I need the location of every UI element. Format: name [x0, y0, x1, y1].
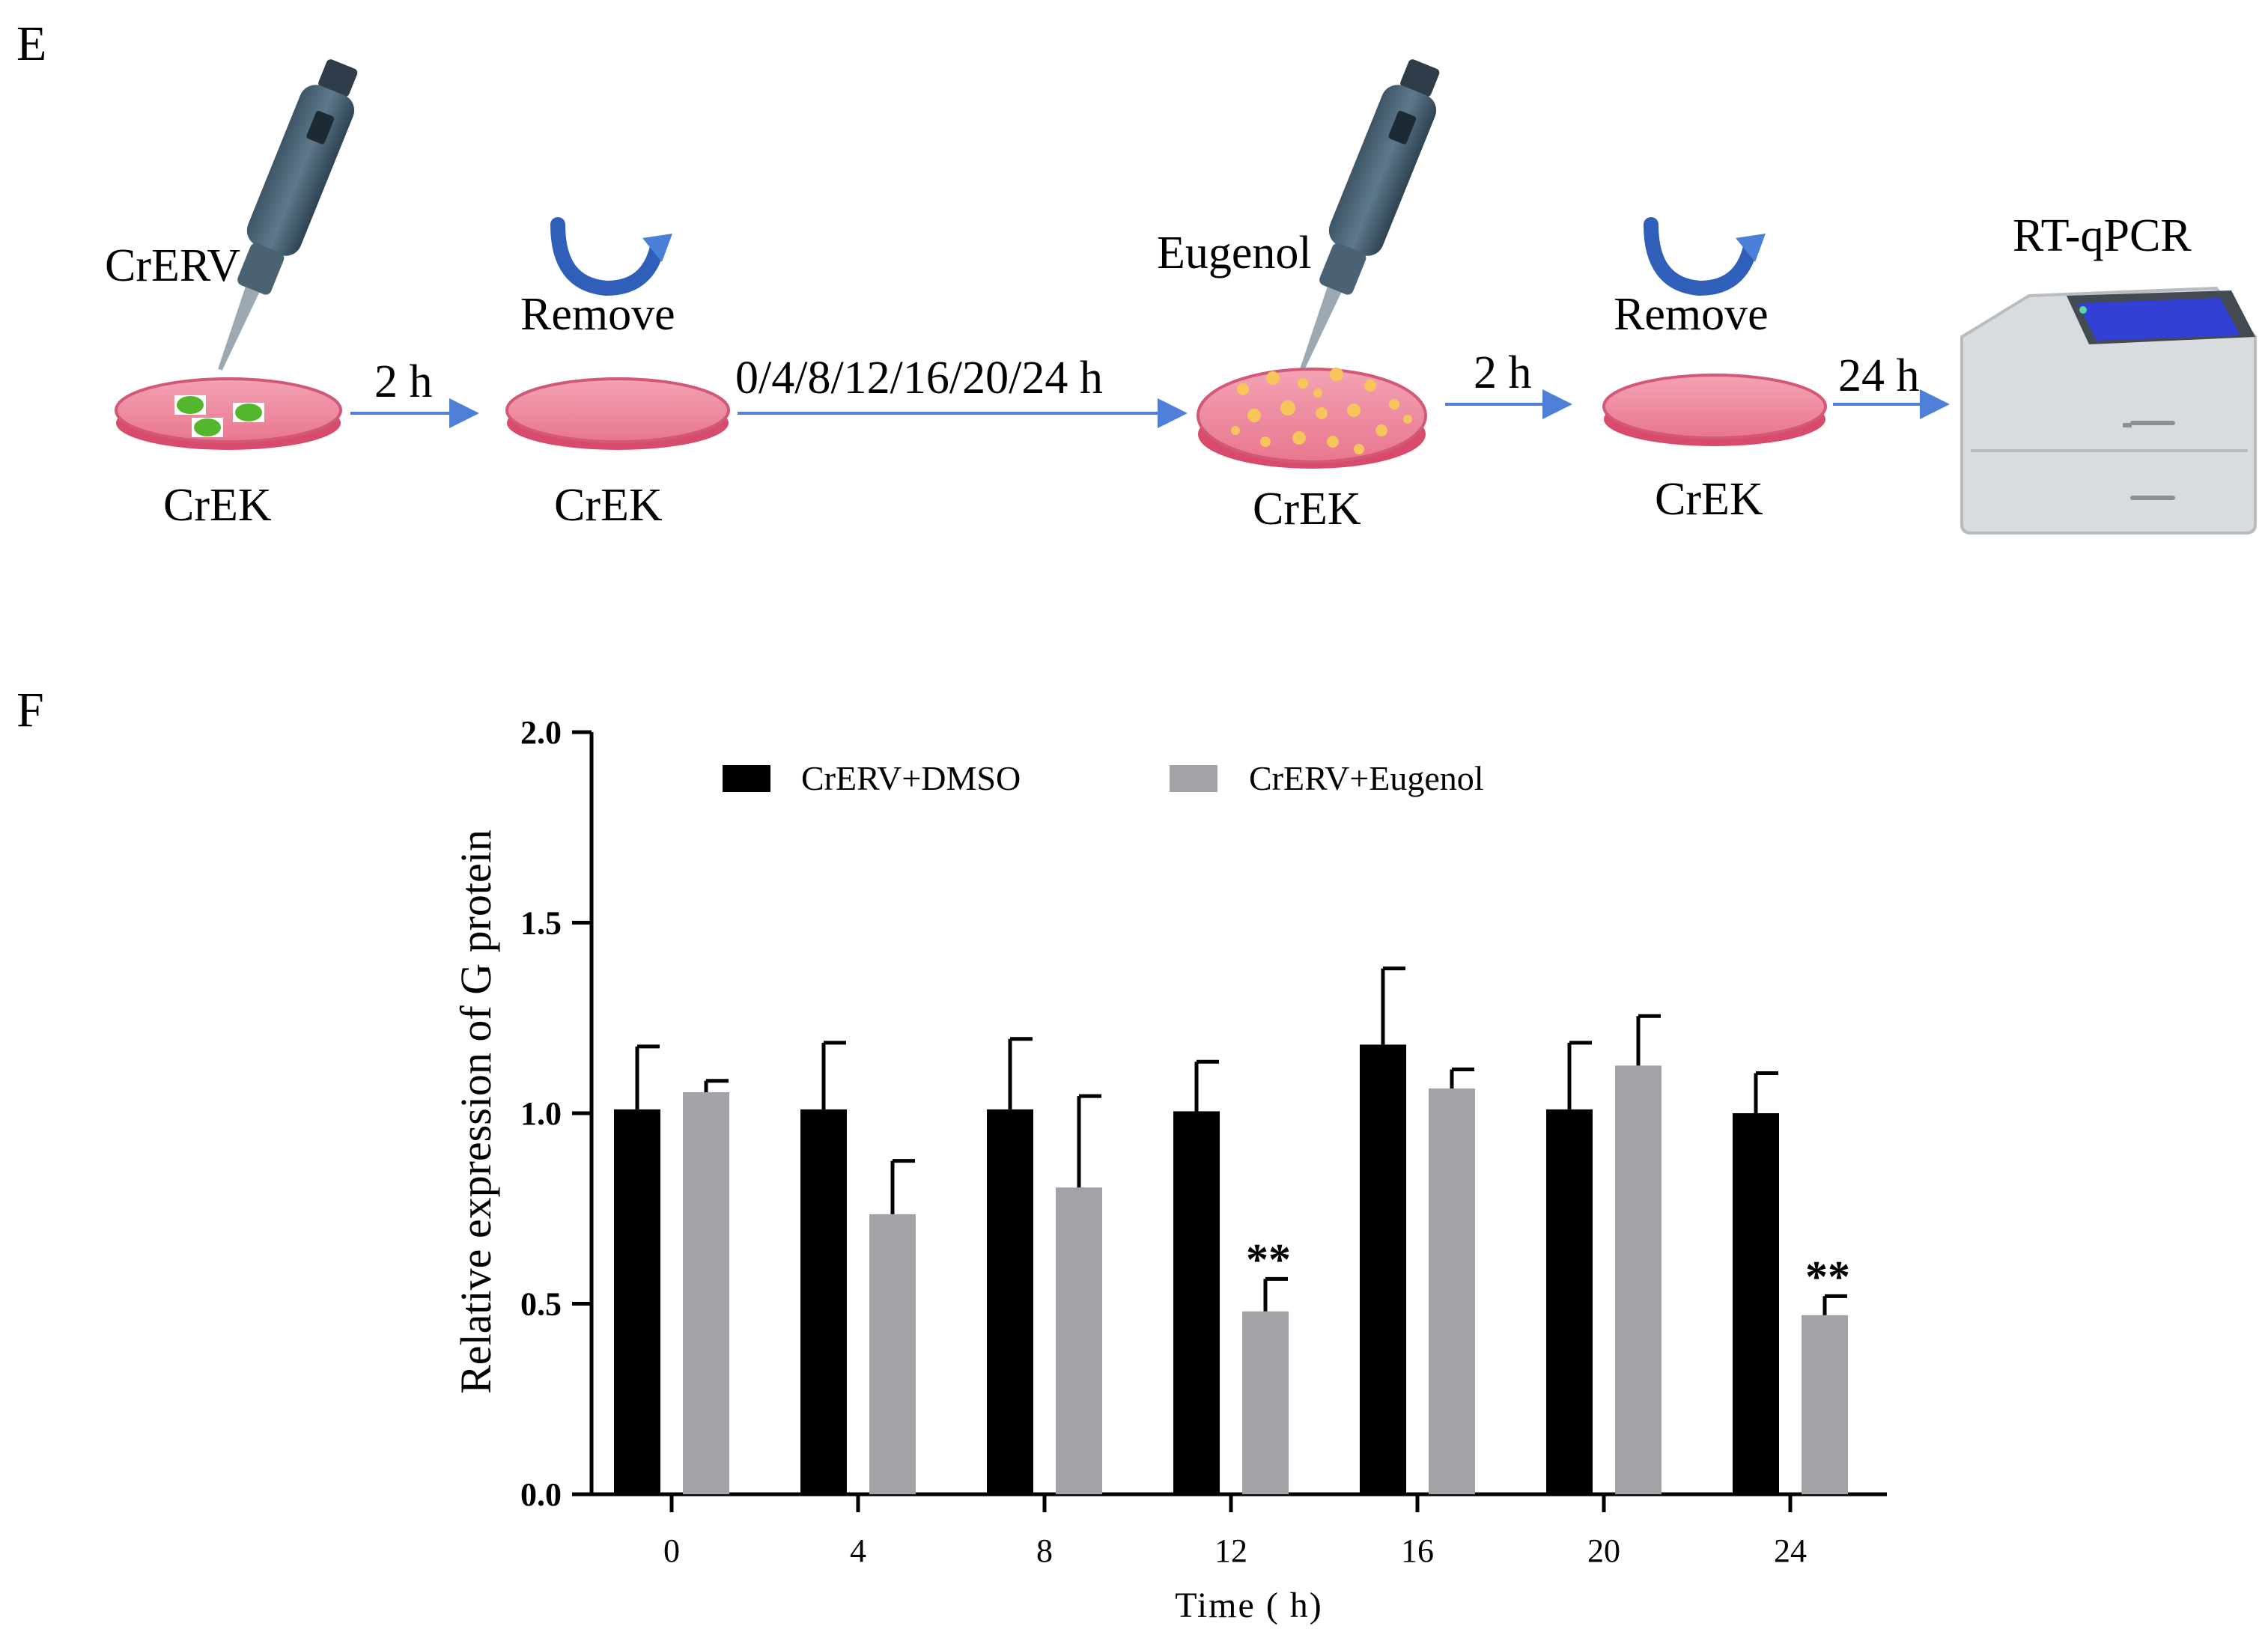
- bar-dmso-12: [1173, 1111, 1220, 1494]
- significance-marker: **: [1805, 1252, 1850, 1301]
- bar-dmso-16: [1360, 1044, 1406, 1494]
- bar-eugenol-8: [1056, 1187, 1102, 1494]
- culture-dish-3: [1197, 368, 1427, 469]
- panel-e-letter: E: [16, 16, 46, 71]
- workflow-diagram: E CrERV CrEK 2 h Remove CrEK 0/4/8/12/16…: [16, 16, 2257, 535]
- legend-swatch-eugenol: [1170, 765, 1217, 792]
- cell-label-1: CrEK: [163, 480, 272, 531]
- bar-chart: F Relative expression of G protein Time …: [16, 683, 1887, 1625]
- bar-dmso-24: [1733, 1113, 1779, 1494]
- arrow-3-label: 2 h: [1474, 347, 1532, 398]
- y-tick-label: 0.0: [520, 1476, 562, 1513]
- x-tick-label: 4: [850, 1532, 866, 1569]
- cell-label-3: CrEK: [1253, 484, 1361, 535]
- y-axis-ticks: 0.0 0.5 1.0 1.5 2.0: [520, 714, 592, 1513]
- x-tick-label: 20: [1587, 1532, 1620, 1569]
- bar-eugenol-0: [683, 1092, 729, 1494]
- bar-dmso-20: [1546, 1109, 1593, 1494]
- x-tick-label: 0: [663, 1532, 680, 1569]
- x-axis-title: Time ( h): [1175, 1586, 1323, 1625]
- x-tick-label: 12: [1214, 1532, 1247, 1569]
- culture-dish-2: [505, 377, 730, 450]
- pcr-machine-icon: [1960, 286, 2257, 535]
- bar-eugenol-12: [1242, 1311, 1289, 1494]
- remove-arrow-icon: [550, 217, 672, 296]
- bar-eugenol-4: [869, 1214, 916, 1494]
- remove-label-1: Remove: [520, 289, 675, 340]
- drug-label: Eugenol: [1157, 228, 1312, 278]
- remove-arrow-icon: [1644, 217, 1766, 296]
- y-tick-label: 0.5: [520, 1286, 562, 1323]
- bar-series: [614, 966, 1848, 1494]
- culture-dish-4: [1602, 374, 1827, 446]
- culture-dish-1: [115, 377, 342, 450]
- x-tick-label: 8: [1036, 1532, 1053, 1569]
- y-tick-label: 1.0: [520, 1095, 562, 1132]
- arrow-2-label: 0/4/8/12/16/20/24 h: [735, 353, 1103, 404]
- significance-marker: **: [1246, 1234, 1291, 1284]
- bar-eugenol-24: [1802, 1315, 1848, 1494]
- legend-swatch-dmso: [723, 765, 770, 792]
- significance-annotations: ** **: [1246, 1234, 1850, 1301]
- arrow-1-label: 2 h: [374, 356, 433, 407]
- pipette-icon: [218, 59, 358, 371]
- bar-eugenol-16: [1429, 1088, 1475, 1494]
- arrow-4-label: 24 h: [1838, 350, 1920, 401]
- cell-label-2: CrEK: [554, 480, 663, 531]
- x-axis-ticks: 0 4 8 12 16 20 24: [663, 1494, 1807, 1569]
- remove-label-2: Remove: [1614, 289, 1769, 340]
- assay-label: RT-qPCR: [2013, 210, 2192, 261]
- x-tick-label: 16: [1401, 1532, 1434, 1569]
- y-axis-title: Relative expression of G protein: [452, 829, 500, 1394]
- bar-dmso-0: [614, 1109, 660, 1494]
- x-tick-label: 24: [1774, 1532, 1807, 1569]
- legend-label-eugenol: CrERV+Eugenol: [1249, 759, 1484, 797]
- y-tick-label: 2.0: [520, 714, 562, 751]
- bar-dmso-8: [987, 1109, 1033, 1494]
- legend-label-dmso: CrERV+DMSO: [801, 759, 1021, 797]
- panel-f-letter: F: [16, 683, 44, 737]
- virus-label: CrERV: [105, 240, 240, 291]
- cell-label-4: CrEK: [1655, 474, 1763, 525]
- bar-eugenol-20: [1615, 1065, 1662, 1494]
- bar-dmso-4: [800, 1109, 847, 1494]
- y-tick-label: 1.5: [520, 905, 562, 942]
- pipette-icon: [1300, 59, 1440, 371]
- legend: CrERV+DMSO CrERV+Eugenol: [723, 759, 1484, 797]
